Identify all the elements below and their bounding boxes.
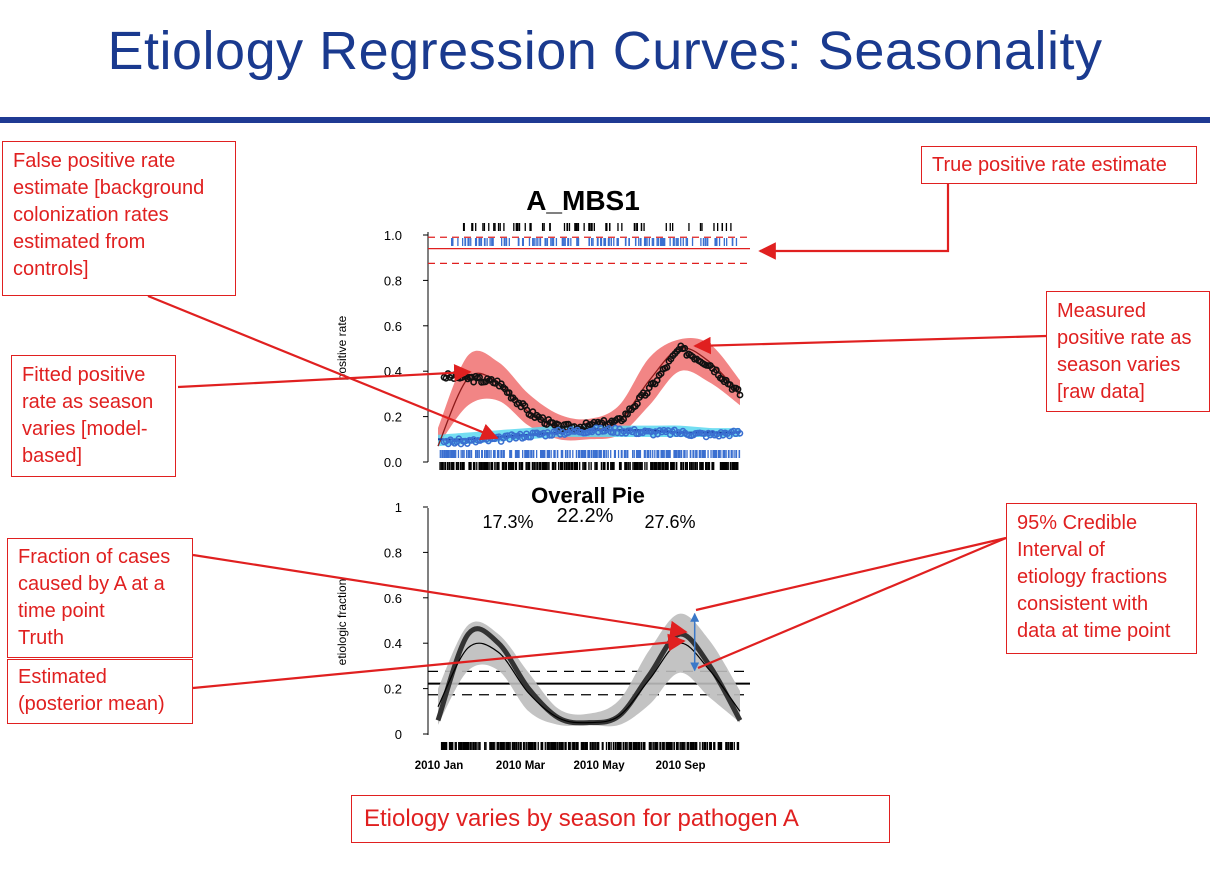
x-tick-label: 2010 May [573, 760, 625, 772]
pie-label-low: 17.3% [482, 512, 533, 532]
measured-case-point [624, 410, 631, 418]
arrow-ci-lower [697, 536, 1007, 670]
estimated-note: Estimated (posterior mean) [7, 659, 193, 724]
chart2-y-label: etiologic fraction [335, 579, 349, 666]
y-tick-label: 0.6 [384, 591, 402, 606]
true-positive-note: True positive rate estimate [921, 146, 1197, 184]
arrow-measured-positive [693, 334, 1047, 355]
false-positive-note: False positive rate estimate [background… [2, 141, 236, 296]
x-tick-label: 2010 Mar [496, 760, 546, 772]
measured-positive-note-line: season varies [1057, 354, 1181, 376]
arrow-fitted-positive [177, 364, 472, 389]
measured-case-point [470, 378, 478, 386]
credible-interval-note-line: consistent with [1017, 593, 1149, 615]
y-tick-label: 1 [395, 500, 402, 515]
chart1-title: A_MBS1 [526, 185, 640, 216]
credible-interval-note-line: Interval of [1017, 539, 1105, 561]
posterior-mean-line [437, 642, 741, 724]
measured-positive-note: Measured positive rate as season varies … [1046, 291, 1210, 412]
measured-positive-note-line: Measured [1057, 300, 1146, 322]
measured-case-point [634, 400, 641, 408]
measured-case-point [620, 415, 627, 423]
chart1-rug-marks [439, 223, 741, 470]
fitted-positive-note-line: varies [model- [22, 418, 148, 440]
credible-interval-note-line: etiology fractions [1017, 566, 1168, 588]
pie-label-high: 27.6% [644, 512, 695, 532]
annotation-arrows [147, 184, 1047, 690]
fraction-truth-note-line: caused by A at a [18, 573, 165, 595]
measured-case-point [505, 389, 513, 397]
y-tick-label: 0.8 [384, 273, 402, 288]
false-positive-note-line: controls] [13, 258, 89, 280]
arrow-estimated [192, 633, 686, 690]
y-tick-label: 0.6 [384, 319, 402, 334]
measured-positive-note-line: positive rate as [1057, 327, 1192, 349]
false-positive-note-line: estimate [background [13, 177, 205, 199]
y-tick-label: 0.8 [384, 545, 402, 560]
measured-case-point [529, 408, 537, 416]
measured-positive-note-line: [raw data] [1057, 381, 1145, 403]
measured-case-point [643, 389, 651, 397]
fitted-positive-note-line: based] [22, 445, 83, 467]
chart2-title: Overall Pie [531, 483, 645, 508]
measured-case-point [539, 414, 547, 422]
false-positive-note-line: False positive rate [13, 150, 176, 172]
fraction-truth-note-line: Truth [18, 627, 64, 649]
arrow-fraction-truth [192, 553, 688, 639]
fitted-positive-note-line: Fitted positive [22, 364, 146, 386]
credible-interval-note: 95% Credible Interval of etiology fracti… [1006, 503, 1197, 654]
y-tick-label: 0.4 [384, 636, 402, 651]
footer-note-text: Etiology varies by season for pathogen A [364, 805, 799, 832]
arrow-false-positive [147, 294, 499, 441]
pie-label-mid: 22.2% [557, 505, 614, 527]
arrow-true-positive [758, 184, 950, 260]
estimated-note-line: (posterior mean) [18, 693, 165, 715]
chart2-rug-marks [440, 742, 740, 750]
y-tick-label: 0.0 [384, 455, 402, 470]
y-tick-label: 0 [395, 727, 402, 742]
fraction-truth-note-line: time point [18, 600, 105, 622]
x-tick-label: 2010 Sep [656, 760, 706, 772]
measured-case-point [663, 363, 671, 371]
y-tick-label: 0.2 [384, 410, 402, 425]
positive-rate-chart: A_MBS1 0.00.20.40.60.81.0 positive rate [335, 185, 750, 470]
fraction-truth-note: Fraction of cases caused by A at a time … [7, 538, 193, 658]
false-positive-note-line: colonization rates [13, 204, 169, 226]
fitted-positive-note: Fitted positive rate as season varies [m… [11, 355, 176, 477]
measured-control-point [736, 430, 744, 437]
etiology-fraction-chart: Overall Pie 17.3% 22.2% 27.6% 0 0.2 0.4 0.6… [335, 483, 750, 772]
fraction-truth-note-line: Fraction of cases [18, 546, 171, 568]
measured-case-point [734, 385, 742, 393]
arrow-ci-upper [695, 536, 1007, 612]
y-tick-label: 1.0 [384, 228, 402, 243]
false-positive-note-line: estimated from [13, 231, 146, 253]
fitted-positive-note-line: rate as season [22, 391, 154, 413]
y-tick-label: 0.2 [384, 682, 402, 697]
credible-interval-note-line: data at time point [1017, 620, 1171, 642]
true-positive-note-line: True positive rate estimate [932, 154, 1167, 176]
credible-interval-note-line: 95% Credible [1017, 512, 1138, 534]
title-divider [0, 117, 1210, 123]
measured-case-point [736, 391, 744, 399]
footer-note: Etiology varies by season for pathogen A [351, 795, 890, 843]
x-tick-label: 2010 Jan [415, 760, 464, 772]
chart1-y-label: positive rate [335, 315, 349, 380]
measured-case-point [712, 366, 720, 374]
measured-case-point [600, 416, 608, 424]
page-title: Etiology Regression Curves: Seasonality [107, 21, 1103, 81]
measured-case-point [681, 344, 689, 352]
estimated-note-line: Estimated [18, 666, 107, 688]
